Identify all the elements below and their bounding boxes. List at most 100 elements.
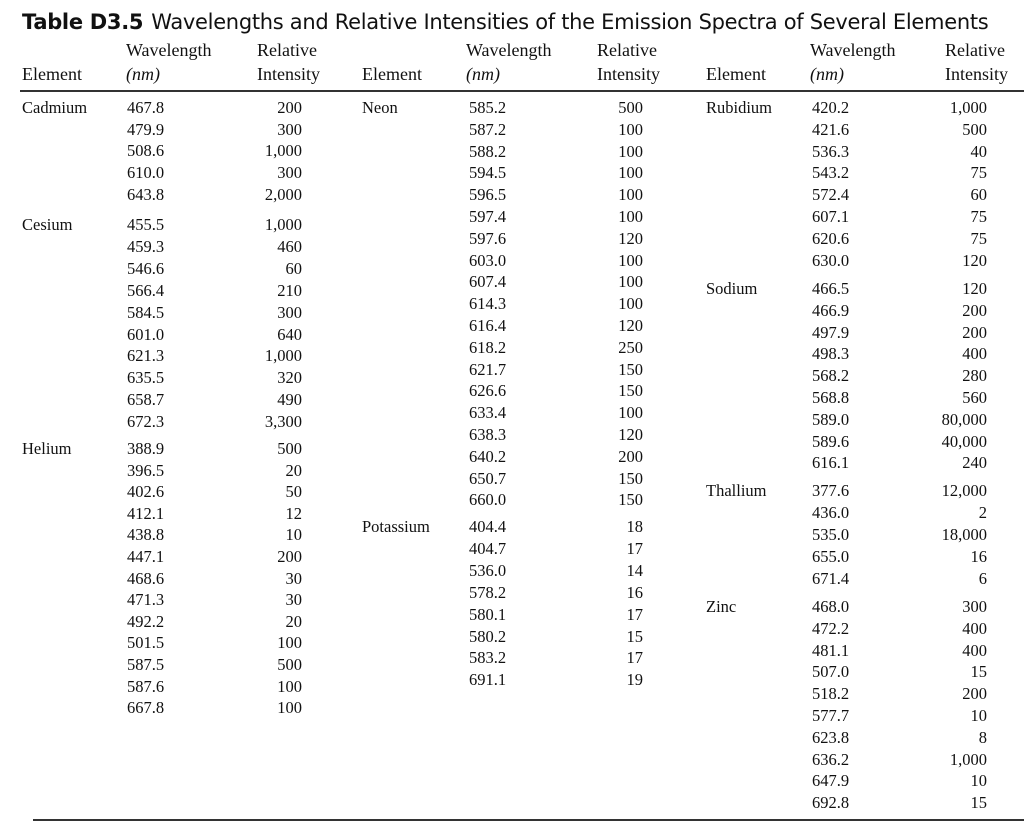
intensity-cell: 80,000	[941, 409, 987, 429]
wavelength-cell: 377.6	[812, 481, 850, 500]
table-row: 497.9 200	[812, 322, 987, 344]
table-row: 543.2 75	[812, 162, 987, 184]
table-row: 603.0 100	[469, 250, 643, 272]
table-row: 468.0 300	[812, 596, 987, 618]
table-row: 597.6 120	[469, 228, 643, 250]
intensity-cell: 150	[618, 381, 643, 401]
intensity-cell: 17	[626, 538, 644, 558]
element-name: Cesium	[22, 215, 73, 234]
wavelength-cell: 650.7	[469, 468, 507, 488]
table-row: 584.5 300	[127, 302, 302, 324]
wavelength-cell: 546.6	[127, 258, 165, 278]
intensity-cell: 100	[618, 272, 643, 292]
intensity-cell: 10	[970, 771, 988, 791]
wavelength-cell: 492.2	[127, 611, 165, 631]
intensity-cell: 1,000	[264, 215, 302, 234]
intensity-cell: 40,000	[941, 431, 987, 451]
table-row: 587.5 500	[127, 654, 302, 676]
header-intensity-line2: Intensity	[945, 64, 1008, 84]
intensity-cell: 250	[618, 337, 643, 357]
header-wavelength-unit: (nm)	[466, 64, 500, 84]
table-row: 479.9 300	[127, 119, 302, 141]
wavelength-cell: 672.3	[127, 412, 165, 432]
header-wavelength-3: Wavelength (nm)	[810, 38, 896, 86]
table-row: 421.6 500	[812, 119, 987, 141]
table-row: 455.5 1,000	[127, 214, 302, 236]
element-name: Rubidium	[706, 98, 773, 117]
wavelength-cell: 580.1	[469, 604, 507, 624]
header-wavelength-label: Wavelength	[126, 40, 212, 60]
wavelength-cell: 583.2	[469, 648, 507, 668]
wavelength-cell: 467.8	[127, 98, 165, 117]
intensity-cell: 75	[970, 228, 988, 248]
header-rule	[20, 90, 1024, 92]
element-name: Neon	[362, 98, 398, 117]
table-row: 596.5 100	[469, 184, 643, 206]
intensity-cell: 16	[626, 582, 644, 602]
table-row: 607.1 75	[812, 206, 987, 228]
wavelength-cell: 481.1	[812, 640, 850, 660]
intensity-cell: 300	[277, 119, 302, 139]
table-row: 466.9 200	[812, 300, 987, 322]
intensity-cell: 500	[618, 98, 643, 117]
intensity-cell: 75	[970, 163, 988, 183]
wavelength-cell: 660.0	[469, 490, 507, 510]
table-row: 577.7 10	[812, 705, 987, 727]
table-row: 436.0 2	[812, 502, 987, 524]
wavelength-cell: 594.5	[469, 163, 507, 183]
intensity-cell: 15	[970, 662, 988, 682]
intensity-cell: 8	[978, 727, 987, 747]
intensity-cell: 100	[618, 250, 643, 270]
intensity-cell: 12,000	[941, 481, 987, 500]
intensity-cell: 100	[277, 676, 302, 696]
header-intensity-line2: Intensity	[257, 64, 320, 84]
intensity-cell: 1,000	[264, 141, 302, 161]
intensity-cell: 200	[962, 684, 987, 704]
element-name: Thallium	[706, 481, 767, 500]
wavelength-cell: 671.4	[812, 568, 850, 588]
intensity-cell: 100	[277, 633, 302, 653]
header-wavelength-2: Wavelength (nm)	[466, 38, 552, 86]
table-row: 580.2 15	[469, 626, 643, 648]
intensity-cell: 1,000	[949, 749, 987, 769]
table-row: 633.4 100	[469, 402, 643, 424]
wavelength-cell: 623.8	[812, 727, 850, 747]
intensity-cell: 150	[618, 468, 643, 488]
wavelength-cell: 587.5	[127, 655, 165, 674]
table-row: 481.1 400	[812, 640, 987, 662]
intensity-cell: 200	[618, 446, 643, 466]
table-row: 420.2 1,000	[812, 97, 987, 119]
header-element-2: Element	[362, 64, 422, 84]
table-row: 568.2 280	[812, 365, 987, 387]
table-row: 467.8 200	[127, 97, 302, 119]
intensity-cell: 100	[277, 698, 302, 718]
header-intensity-line1: Relative	[257, 40, 317, 60]
intensity-cell: 2	[978, 502, 987, 522]
intensity-cell: 15	[626, 626, 644, 646]
intensity-cell: 100	[618, 294, 643, 314]
wavelength-cell: 603.0	[469, 250, 507, 270]
intensity-cell: 15	[970, 793, 988, 813]
intensity-cell: 30	[285, 590, 303, 610]
table-row: 588.2 100	[469, 141, 643, 163]
table-row: 492.2 20	[127, 611, 302, 633]
table-row: 638.3 120	[469, 424, 643, 446]
intensity-cell: 100	[618, 119, 643, 139]
intensity-cell: 100	[618, 163, 643, 183]
wavelength-cell: 626.6	[469, 381, 507, 401]
table-row: 402.6 50	[127, 481, 302, 503]
wavelength-cell: 640.2	[469, 446, 507, 466]
intensity-cell: 150	[618, 359, 643, 379]
table-row: 546.6 60	[127, 258, 302, 280]
table-row: 658.7 490	[127, 389, 302, 411]
wavelength-cell: 536.3	[812, 141, 850, 161]
intensity-cell: 30	[285, 568, 303, 588]
wavelength-cell: 497.9	[812, 322, 850, 342]
wavelength-cell: 597.6	[469, 228, 507, 248]
table-row: 589.0 80,000	[812, 409, 987, 431]
intensity-cell: 50	[285, 482, 303, 502]
intensity-cell: 20	[285, 611, 303, 631]
wavelength-cell: 587.6	[127, 676, 165, 696]
intensity-cell: 40	[970, 141, 988, 161]
table-row: 404.4 18	[469, 516, 643, 538]
